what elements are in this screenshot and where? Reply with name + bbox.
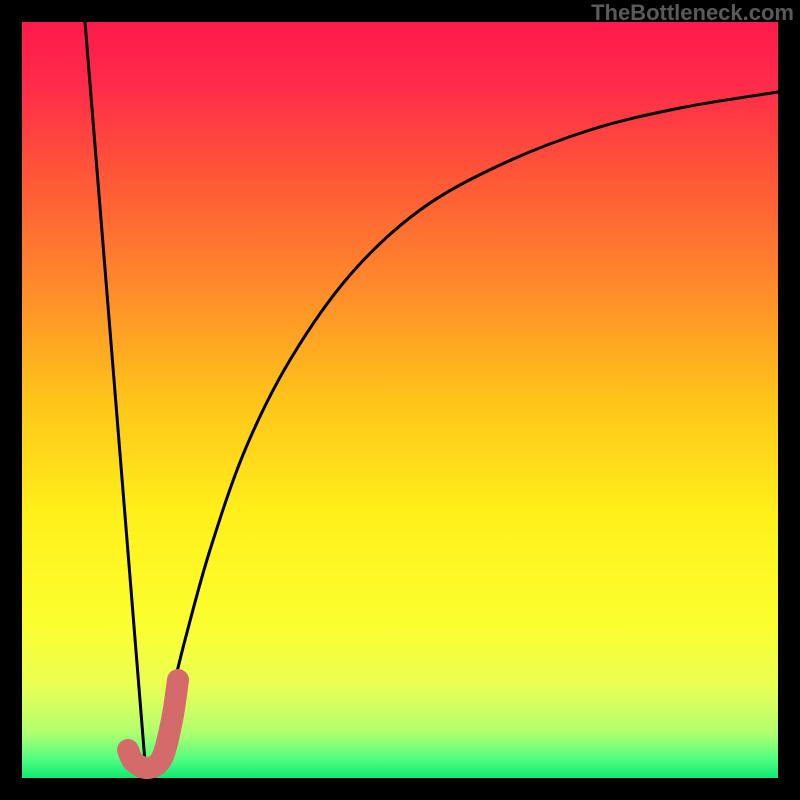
chart-container: TheBottleneck.com [0, 0, 800, 800]
gradient-background [22, 22, 778, 778]
watermark-text: TheBottleneck.com [591, 0, 794, 26]
bottleneck-chart [0, 0, 800, 800]
